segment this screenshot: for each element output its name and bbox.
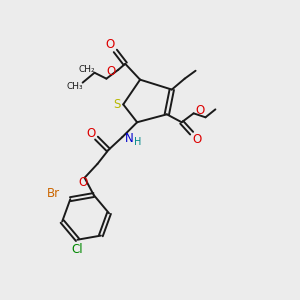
- Text: O: O: [106, 38, 115, 52]
- Text: O: O: [195, 104, 204, 117]
- Text: O: O: [107, 65, 116, 78]
- Text: H: H: [134, 137, 142, 147]
- Text: Cl: Cl: [72, 243, 83, 256]
- Text: CH₂: CH₂: [78, 65, 95, 74]
- Text: CH₃: CH₃: [66, 82, 83, 91]
- Text: O: O: [192, 133, 201, 146]
- Text: O: O: [78, 176, 87, 189]
- Text: S: S: [114, 98, 121, 111]
- Text: N: N: [125, 132, 134, 145]
- Text: Br: Br: [47, 187, 60, 200]
- Text: O: O: [86, 127, 95, 140]
